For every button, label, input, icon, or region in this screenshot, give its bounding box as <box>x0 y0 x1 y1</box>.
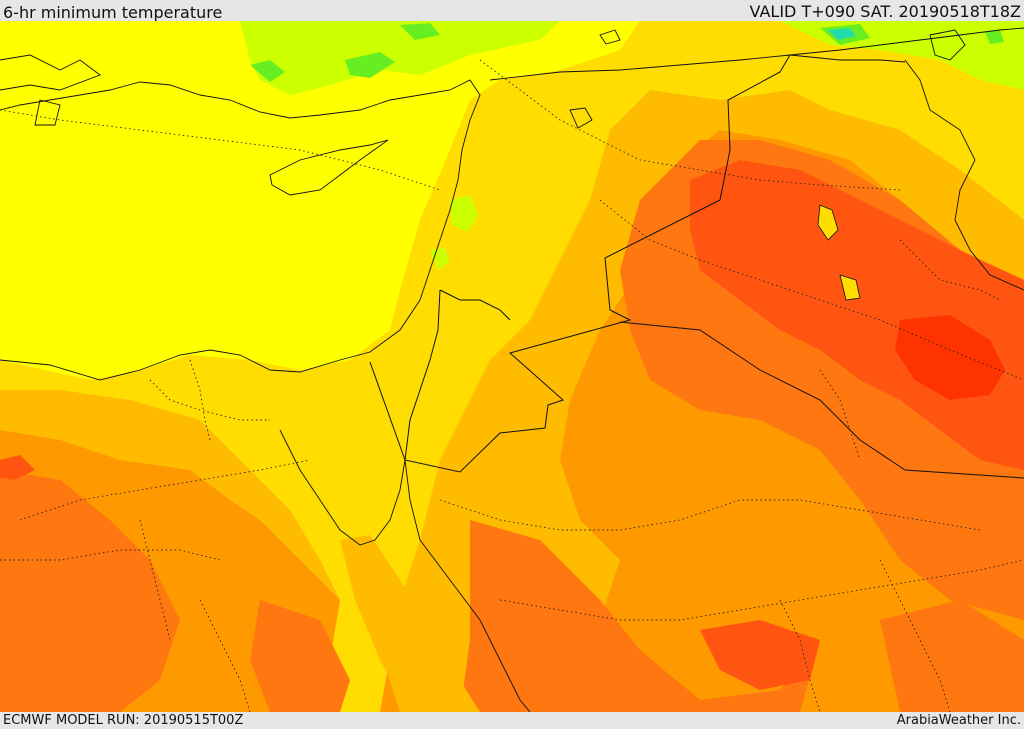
field-red-orange-west <box>0 455 35 480</box>
field-yellow-green-levant <box>450 195 478 232</box>
field-dark-orange-egypt <box>0 470 180 712</box>
lake-2 <box>839 274 861 301</box>
weather-map <box>0 21 1024 712</box>
field-green-patch-5 <box>985 30 1004 44</box>
field-red-sea <box>340 535 480 712</box>
valid-time-label: VALID T+090 SAT. 20190518T18Z <box>749 2 1021 21</box>
field-green-patch-3 <box>400 23 440 40</box>
footer-bar: ECMWF MODEL RUN: 20190515T00Z ArabiaWeat… <box>0 712 1024 729</box>
model-run-label: ECMWF MODEL RUN: 20190515T00Z <box>3 713 244 728</box>
country-borders <box>369 54 1024 479</box>
admin-boundaries <box>0 59 1024 712</box>
field-green-patch-1 <box>250 60 285 82</box>
field-teal-patch <box>828 28 856 40</box>
field-yellow-zone <box>0 21 640 380</box>
lake-1 <box>817 204 839 241</box>
coastlines <box>0 27 1024 712</box>
field-dark-orange-south-east <box>880 600 1024 712</box>
field-dark-orange-egypt-2 <box>250 600 350 712</box>
map-title: 6-hr minimum temperature <box>3 3 223 22</box>
temperature-map-svg <box>0 21 1024 712</box>
header-bar: 6-hr minimum temperature VALID T+090 SAT… <box>0 0 1024 22</box>
field-yellow-green-levant-2 <box>430 248 450 270</box>
field-yellow-green-north <box>240 21 560 95</box>
field-green-patch-2 <box>345 52 395 78</box>
field-red-orange-south <box>700 620 820 690</box>
field-red-hotspot <box>895 315 1005 400</box>
credit-label: ArabiaWeather Inc. <box>896 713 1021 728</box>
field-dark-orange-saudi <box>460 520 820 712</box>
